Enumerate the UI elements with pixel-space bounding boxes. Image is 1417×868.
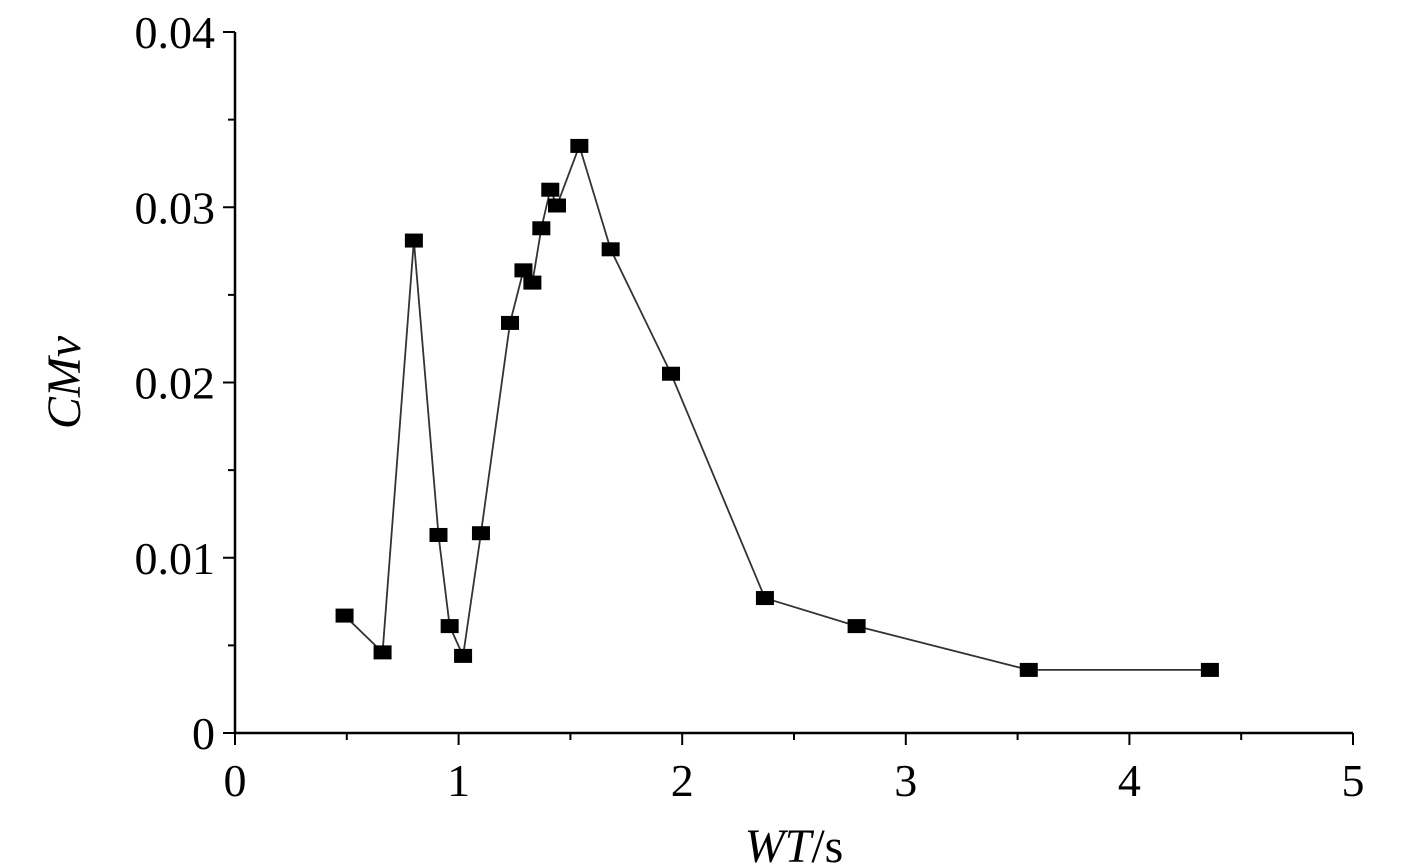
data-point-marker [523, 275, 542, 290]
data-point-marker [662, 366, 681, 381]
x-ticks: 0 1 2 3 4 5 [224, 733, 1365, 806]
x-tick-label: 2 [671, 755, 694, 806]
data-point-marker [514, 263, 533, 278]
y-tick-label: 0.04 [135, 7, 216, 58]
data-point-marker [1200, 662, 1219, 677]
x-tick-label: 3 [894, 755, 917, 806]
y-tick-label: 0.02 [135, 358, 216, 409]
y-tick-label: 0.01 [135, 533, 216, 584]
data-point-marker [335, 608, 354, 623]
x-tick-label: 1 [447, 755, 470, 806]
data-point-marker [471, 526, 490, 541]
data-point-marker [454, 648, 473, 663]
x-axis-title-unit: /s [811, 820, 843, 868]
data-point-marker [440, 619, 459, 634]
series-layer [335, 138, 1219, 677]
data-point-marker [547, 198, 566, 213]
y-ticks: 0 0.01 0.02 0.03 0.04 [135, 7, 235, 759]
data-point-marker [541, 182, 560, 197]
data-point-marker [601, 242, 620, 257]
y-tick-label: 0 [192, 708, 215, 759]
x-axis-title-var: WT [745, 820, 815, 868]
data-point-marker [755, 591, 774, 606]
series-line [343, 143, 1210, 671]
x-tick-label: 5 [1342, 755, 1365, 806]
x-tick-label: 0 [224, 755, 247, 806]
x-axis-title: WT/s [745, 820, 844, 868]
data-point-marker [532, 221, 551, 236]
y-tick-label: 0.03 [135, 182, 216, 233]
data-point-marker [1019, 662, 1038, 677]
data-point-marker [847, 619, 866, 634]
x-tick-label: 4 [1118, 755, 1141, 806]
data-point-marker [373, 645, 392, 660]
y-axis-title: CMv [38, 335, 91, 429]
data-point-marker [501, 315, 520, 330]
data-point-marker [429, 527, 448, 542]
data-point-marker [404, 233, 423, 248]
data-point-marker [570, 138, 589, 153]
